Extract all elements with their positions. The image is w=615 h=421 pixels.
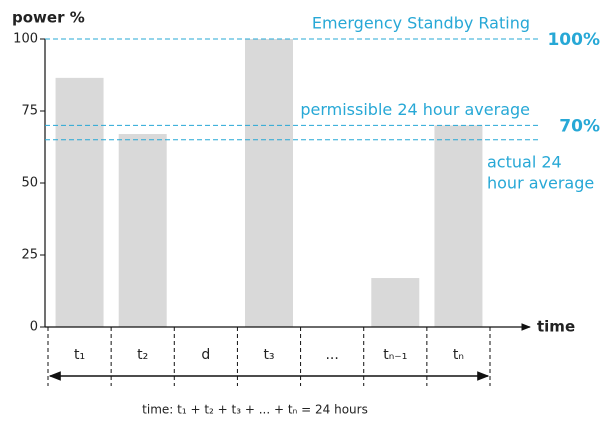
y-tick-label: 0 (30, 320, 38, 335)
bar (118, 134, 167, 327)
x-tick-label: tₙ (453, 347, 464, 363)
reference-label: permissible 24 hour average (300, 100, 530, 119)
y-tick-label: 75 (21, 104, 38, 119)
bar (434, 125, 483, 328)
y-tick-label: 25 (21, 248, 38, 263)
bar (55, 77, 104, 327)
x-tick-label: t₂ (137, 347, 148, 363)
y-tick-label: 50 (21, 176, 38, 191)
reference-label: Emergency Standby Rating (312, 14, 530, 33)
x-axis-label: time (537, 318, 575, 336)
x-tick-label: t₃ (263, 347, 274, 363)
reference-value-label: 70% (559, 116, 600, 136)
y-tick-label: 100 (13, 32, 38, 47)
bar (371, 278, 420, 327)
y-axis-label: power % (12, 9, 85, 27)
x-tick-label: tₙ₋₁ (383, 347, 407, 363)
reference-value-label: 100% (547, 30, 600, 50)
reference-label: hour average (487, 173, 594, 192)
x-tick-label: t₁ (74, 347, 85, 363)
x-tick-label: ... (325, 347, 338, 363)
x-tick-label: d (201, 347, 210, 363)
reference-label: actual 24 (487, 152, 562, 171)
caption: time: t₁ + t₂ + t₃ + ... + tₙ = 24 hours (142, 403, 368, 417)
bar (245, 39, 293, 327)
